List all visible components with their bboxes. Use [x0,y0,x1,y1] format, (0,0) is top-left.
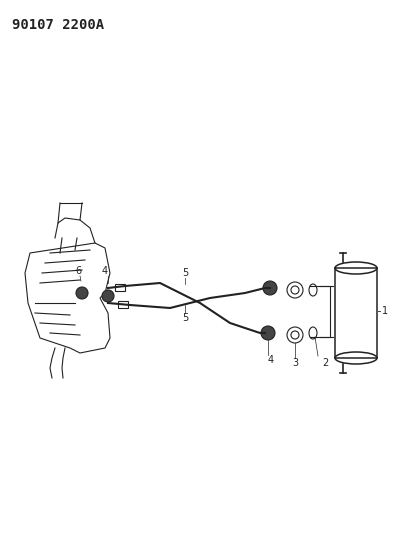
Text: 4: 4 [102,266,108,276]
Circle shape [102,290,114,302]
Text: 5: 5 [182,268,188,278]
FancyBboxPatch shape [115,284,125,291]
Text: 90107 2200A: 90107 2200A [12,18,104,32]
Bar [335,268,377,358]
Text: 3: 3 [292,358,298,368]
Text: 4: 4 [268,355,274,365]
Text: 1: 1 [382,306,388,316]
Circle shape [261,326,275,340]
Circle shape [263,281,277,295]
Text: 5: 5 [182,313,188,323]
Circle shape [76,287,88,299]
Text: 6: 6 [75,266,81,276]
Text: 2: 2 [322,358,328,368]
FancyBboxPatch shape [118,301,128,308]
